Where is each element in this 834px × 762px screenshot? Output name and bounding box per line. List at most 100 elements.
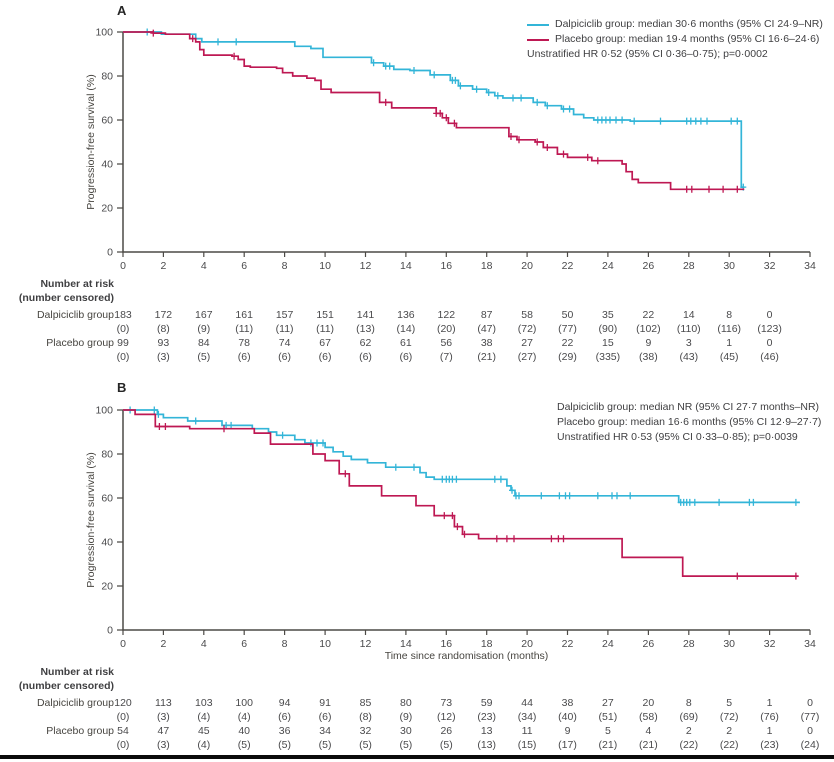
- risk-cell-censored: (20): [436, 323, 456, 335]
- risk-cell-censored: (335): [595, 351, 621, 363]
- risk-cell-censored: (51): [598, 711, 618, 723]
- risk-cell-censored: (9): [197, 323, 211, 335]
- risk-cell-censored: (4): [197, 711, 211, 723]
- risk-cell-at_risk: 44: [521, 697, 533, 709]
- risk-cell-censored: (23): [760, 739, 779, 751]
- risk-cell-at_risk: 47: [157, 725, 170, 737]
- risk-cell-at_risk: 73: [440, 697, 453, 709]
- x-tick-label: 6: [241, 638, 247, 650]
- risk-cell-at_risk: 136: [397, 309, 415, 321]
- risk-cell-censored: (72): [719, 711, 739, 723]
- x-tick-label: 20: [521, 638, 533, 650]
- legend-entry-placebo: Placebo group: median 16·6 months (95% C…: [557, 415, 821, 430]
- placebo-line-swatch: [527, 38, 549, 41]
- legend-entry-placebo: Placebo group: median 19·4 months (95% C…: [527, 32, 823, 47]
- legend-text: Placebo group: median 19·4 months (95% C…: [555, 33, 820, 45]
- risk-cell-censored: (22): [719, 739, 739, 751]
- risk-cell-censored: (5): [318, 739, 332, 751]
- risk-cell-at_risk: 8: [726, 309, 733, 321]
- risk-cell-censored: (90): [598, 323, 618, 335]
- risk-cell-censored: (27): [517, 351, 537, 363]
- risk-cell-at_risk: 0: [807, 697, 813, 709]
- risk-cell-at_risk: 9: [564, 725, 571, 737]
- risk-cell-at_risk: 40: [238, 725, 251, 737]
- risk-cell-censored: (13): [477, 739, 497, 751]
- risk-cell-censored: (0): [116, 739, 130, 751]
- x-tick-label: 2: [160, 638, 166, 650]
- risk-cell-at_risk: 161: [235, 309, 253, 321]
- risk-cell-censored: (24): [800, 739, 820, 751]
- risk-cell-at_risk: 1: [766, 725, 773, 737]
- risk-cell-censored: (47): [477, 323, 497, 335]
- risk-cell-at_risk: 1: [726, 337, 733, 349]
- risk-cell-censored: (77): [800, 711, 820, 723]
- risk-cell-censored: (3): [156, 711, 170, 723]
- risk-cell-censored: (3): [156, 351, 170, 363]
- risk-cell-at_risk: 27: [521, 337, 533, 349]
- km-curve-placebo: [123, 409, 798, 577]
- risk-cell-at_risk: 122: [437, 309, 456, 321]
- risk-cell-censored: (3): [156, 739, 170, 751]
- risk-cell-censored: (5): [439, 739, 453, 751]
- risk-cell-censored: (45): [719, 351, 739, 363]
- risk-cell-at_risk: 87: [480, 309, 493, 321]
- y-tick-label: 20: [101, 203, 113, 215]
- risk-cell-censored: (6): [359, 351, 372, 363]
- x-tick-label: 18: [481, 260, 493, 272]
- x-tick-label: 28: [683, 638, 695, 650]
- risk-cell-at_risk: 38: [480, 337, 493, 349]
- x-tick-label: 16: [440, 260, 452, 272]
- risk-cell-at_risk: 84: [197, 337, 210, 349]
- risk-cell-at_risk: 30: [400, 725, 412, 737]
- legend-entry-hr: Unstratified HR 0·52 (95% CI 0·36–0·75);…: [527, 47, 823, 62]
- risk-cell-censored: (29): [558, 351, 577, 363]
- risk-cell-at_risk: 157: [275, 309, 294, 321]
- x-tick-label: 12: [360, 638, 372, 650]
- number-at-risk-heading-b: Number at risk: [40, 666, 114, 678]
- risk-cell-at_risk: 74: [278, 337, 291, 349]
- risk-cell-censored: (7): [439, 351, 453, 363]
- risk-cell-at_risk: 54: [117, 725, 129, 737]
- legend-text: Placebo group: median 16·6 months (95% C…: [557, 416, 822, 428]
- risk-cell-censored: (11): [316, 323, 335, 335]
- risk-cell-censored: (9): [399, 711, 413, 723]
- y-tick-label: 100: [95, 27, 113, 39]
- x-tick-label: 0: [120, 638, 126, 650]
- risk-cell-censored: (6): [278, 351, 292, 363]
- risk-cell-censored: (11): [275, 323, 294, 335]
- km-curve-dalpiciclib: [123, 31, 745, 188]
- risk-cell-censored: (8): [156, 323, 170, 335]
- risk-cell-censored: (4): [237, 711, 251, 723]
- risk-cell-at_risk: 80: [400, 697, 412, 709]
- risk-cell-censored: (6): [318, 711, 332, 723]
- risk-cell-censored: (21): [639, 739, 658, 751]
- x-tick-label: 34: [804, 638, 816, 650]
- risk-cell-at_risk: 8: [685, 697, 692, 709]
- risk-cell-censored: (8): [359, 711, 372, 723]
- risk-cell-censored: (40): [558, 711, 577, 723]
- risk-cell-at_risk: 61: [400, 337, 412, 349]
- risk-cell-at_risk: 22: [642, 309, 655, 321]
- risk-cell-at_risk: 151: [316, 309, 334, 321]
- risk-cell-censored: (0): [116, 351, 130, 363]
- risk-cell-censored: (58): [639, 711, 658, 723]
- risk-cell-at_risk: 20: [642, 697, 655, 709]
- risk-cell-at_risk: 93: [157, 337, 170, 349]
- risk-cell-censored: (0): [116, 711, 130, 723]
- risk-cell-censored: (5): [237, 739, 251, 751]
- risk-cell-censored: (6): [237, 351, 251, 363]
- risk-cell-censored: (22): [679, 739, 699, 751]
- risk-cell-censored: (11): [235, 323, 254, 335]
- risk-row-label-placebo-b: Placebo group: [46, 725, 114, 737]
- tick-marks: [117, 409, 811, 635]
- panel-a-label: A: [117, 3, 127, 18]
- y-axis-title-a: Progression-free survival (%): [85, 74, 97, 210]
- bottom-rule: [0, 755, 834, 759]
- legend-panel-a: Dalpiciclib group: median 30·6 months (9…: [527, 17, 823, 62]
- risk-cell-at_risk: 34: [319, 725, 331, 737]
- x-tick-label: 32: [764, 638, 776, 650]
- panel-b-label: B: [117, 380, 127, 395]
- risk-cell-at_risk: 78: [238, 337, 251, 349]
